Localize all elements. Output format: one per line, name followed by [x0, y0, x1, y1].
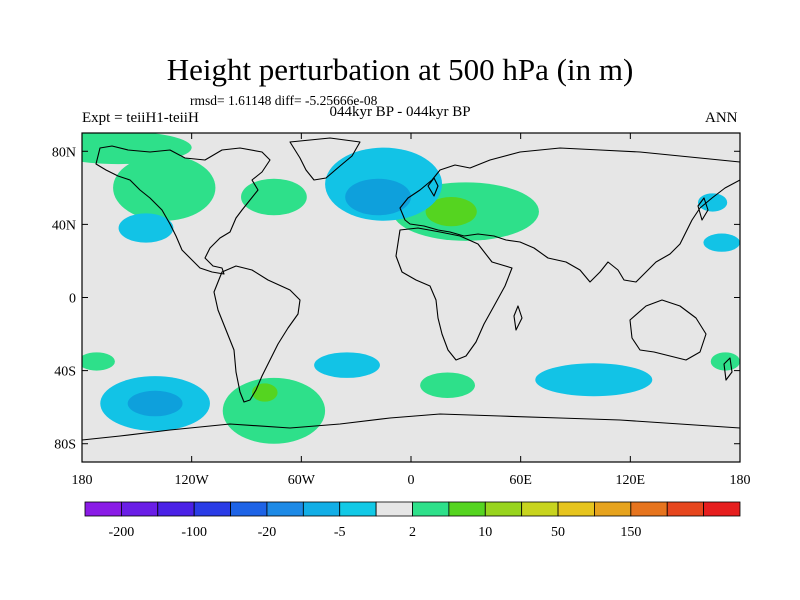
y-axis-ticks: 80N 40N 0 40S 80S	[52, 145, 740, 453]
x-tick-label: 120W	[175, 473, 210, 488]
y-tick-label: 80N	[52, 145, 76, 160]
colorbar-label: -5	[334, 525, 346, 540]
colorbar-box	[557, 501, 595, 517]
pos-anomaly-east-edge	[710, 352, 740, 371]
x-axis-ticks: 180 120W 60W 0 60E 120E 180	[72, 133, 751, 488]
x-tick-label: 180	[72, 473, 93, 488]
colorbar-box	[84, 501, 122, 517]
neg-anomaly-east-pacific	[697, 193, 728, 212]
colorbar-box	[302, 501, 341, 517]
coast-antarctica	[82, 413, 740, 441]
colorbar-box	[339, 501, 377, 517]
coast-greenland	[289, 137, 361, 181]
colorbar-label: 2	[409, 525, 416, 540]
colorbar-box	[484, 501, 523, 517]
colorbar: -200 -100 -20 -5 2 10 50 150	[84, 501, 741, 540]
colorbar-box	[703, 501, 741, 517]
coast-madagascar	[513, 305, 523, 331]
pos-anomaly-north-america	[241, 178, 307, 216]
plot-title: Height perturbation at 500 hPa (in m)	[166, 52, 634, 87]
neg-anomaly-south-america-east	[314, 352, 380, 378]
coast-south-america	[213, 265, 301, 403]
colorbar-box	[230, 501, 268, 517]
pos-anomaly-arctic-west	[82, 133, 192, 165]
coast-japan	[697, 197, 709, 221]
x-tick-label: 120E	[616, 473, 646, 488]
colorbar-label: -100	[181, 525, 207, 540]
colorbar-box	[521, 501, 559, 517]
x-tick-label: 0	[408, 473, 415, 488]
pos-core-south-pacific	[251, 383, 278, 402]
colorbar-box	[375, 501, 413, 517]
y-tick-label: 40N	[52, 218, 76, 233]
coast-new-zealand	[723, 357, 733, 381]
pos-anomaly-north-pacific	[113, 154, 216, 221]
coast-africa	[395, 227, 513, 361]
neg-anomaly-indian-ocean	[535, 363, 653, 397]
stats-line: rmsd= 1.61148 diff= -5.25666e-08	[190, 93, 378, 108]
x-tick-label: 60W	[288, 473, 316, 488]
season-label: ANN	[705, 110, 738, 126]
neg-anomaly-east-pacific-2	[703, 233, 740, 252]
period-label: 044kyr BP - 044kyr BP	[329, 104, 471, 120]
colorbar-box	[630, 501, 668, 517]
colorbar-label: -200	[109, 525, 135, 540]
colorbar-box	[666, 501, 705, 517]
colorbar-label: 50	[551, 525, 565, 540]
coast-eurasia	[399, 147, 740, 283]
colorbar-box	[120, 501, 159, 517]
coast-australia	[629, 299, 707, 361]
colorbar-box	[193, 501, 231, 517]
colorbar-box	[448, 501, 486, 517]
y-tick-label: 0	[69, 292, 76, 307]
neg-core-north-atlantic	[345, 178, 411, 216]
pos-anomaly-south-atlantic	[420, 372, 475, 399]
colorbar-box	[412, 501, 450, 517]
pos-anomaly-west-edge	[82, 352, 115, 371]
anomaly-layer	[82, 133, 740, 444]
experiment-label: Expt = teiiH1-teiiH	[82, 110, 199, 126]
coast-british-isles	[427, 177, 439, 197]
colorbar-label: -20	[258, 525, 277, 540]
colorbar-box	[157, 501, 195, 517]
colorbar-label: 150	[620, 525, 641, 540]
pos-core-europe	[425, 196, 477, 227]
colorbar-box	[594, 501, 632, 517]
neg-anomaly-pacific-north	[118, 213, 174, 243]
x-tick-label: 60E	[509, 473, 532, 488]
colorbar-box	[266, 501, 304, 517]
colorbar-label: 10	[478, 525, 492, 540]
y-tick-label: 80S	[54, 438, 76, 453]
y-tick-label: 40S	[54, 365, 76, 380]
coast-north-america	[95, 145, 271, 275]
x-tick-label: 180	[730, 473, 751, 488]
neg-core-south-pacific	[127, 390, 183, 417]
coastline-layer	[82, 137, 740, 441]
